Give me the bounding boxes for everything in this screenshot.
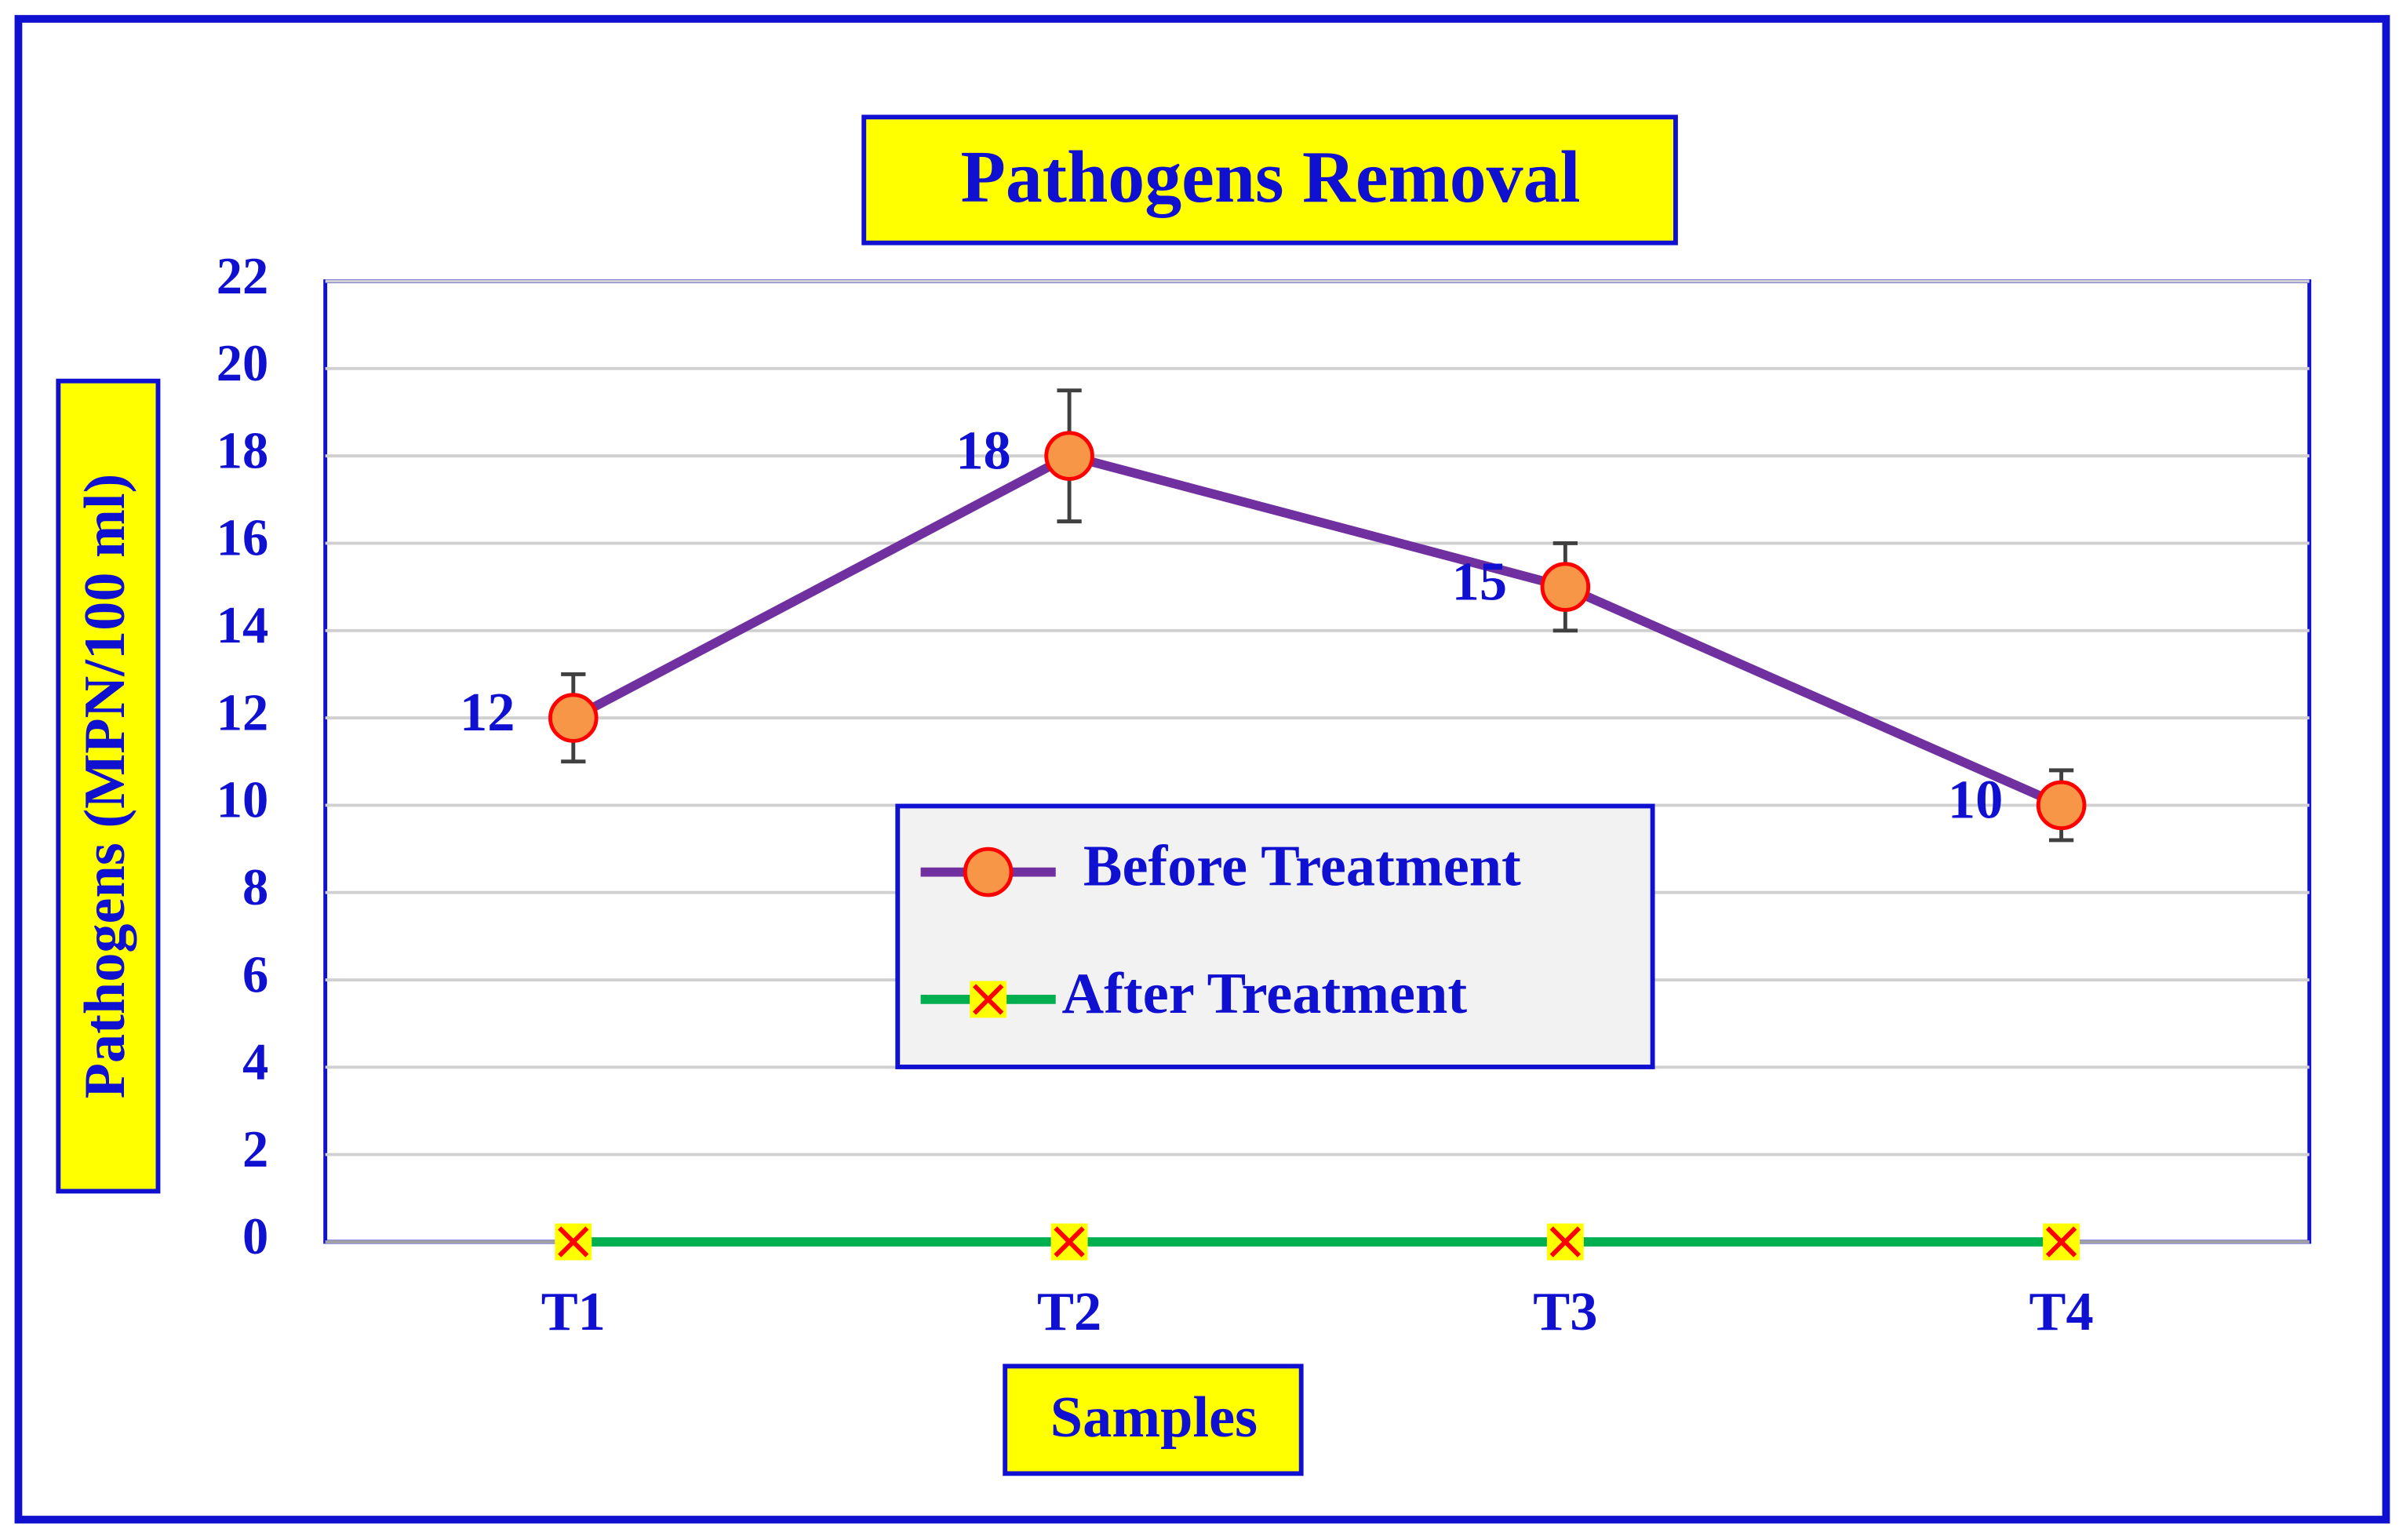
marker: [1050, 1223, 1088, 1261]
x-axis-label: Samples: [1050, 1385, 1258, 1450]
x-label-box: [1003, 1363, 1304, 1476]
x-tick-label: T1: [541, 1281, 606, 1342]
data-label: 10: [1948, 770, 2003, 831]
marker-x: [972, 984, 1004, 1015]
marker-x: [1549, 1226, 1582, 1258]
y-tick-label: 2: [242, 1121, 268, 1178]
data-label: 12: [460, 682, 515, 743]
y-tick-label: 20: [217, 335, 269, 392]
marker: [1546, 1223, 1584, 1261]
x-tick-label: T4: [2029, 1281, 2094, 1342]
marker-x: [1054, 1226, 1085, 1258]
legend-label: After Treatment: [1062, 962, 1468, 1026]
marker: [548, 693, 599, 743]
data-label: 15: [1452, 551, 1507, 612]
legend-box: [895, 803, 1655, 1069]
plot-area: [323, 279, 2312, 1244]
x-tick-label: T2: [1037, 1281, 1101, 1342]
x-tick-label: T3: [1533, 1281, 1597, 1342]
marker: [1540, 562, 1591, 612]
y-tick-label: 14: [217, 597, 269, 654]
y-tick-label: 16: [217, 510, 269, 567]
y-tick-label: 4: [242, 1034, 268, 1091]
marker-x: [558, 1226, 589, 1258]
y-tick-label: 6: [242, 946, 268, 1003]
y-tick-label: 18: [217, 422, 269, 479]
legend-label: Before Treatment: [1083, 835, 1521, 899]
marker: [2043, 1223, 2080, 1261]
chart-title: Pathogens Removal: [961, 137, 1581, 218]
marker: [970, 981, 1007, 1018]
marker-x: [2045, 1226, 2077, 1258]
y-tick-label: 0: [242, 1208, 268, 1265]
y-label-box: [56, 378, 161, 1194]
y-tick-label: 8: [242, 859, 268, 916]
series-line: [571, 451, 2064, 810]
legend: Before Treatment After Treatment: [920, 835, 1521, 1026]
y-tick-label: 22: [217, 248, 269, 305]
marker: [963, 846, 1014, 897]
title-box: [861, 115, 1678, 246]
marker: [2036, 780, 2087, 831]
data-label: 18: [955, 420, 1010, 481]
marker: [555, 1223, 592, 1261]
y-tick-label: 12: [217, 684, 269, 741]
y-tick-label: 10: [217, 772, 269, 829]
marker: [1044, 431, 1094, 481]
y-axis-label: Pathogens (MPN/100 ml): [73, 474, 137, 1099]
marks: 12 18 15 10: [460, 388, 2087, 1261]
